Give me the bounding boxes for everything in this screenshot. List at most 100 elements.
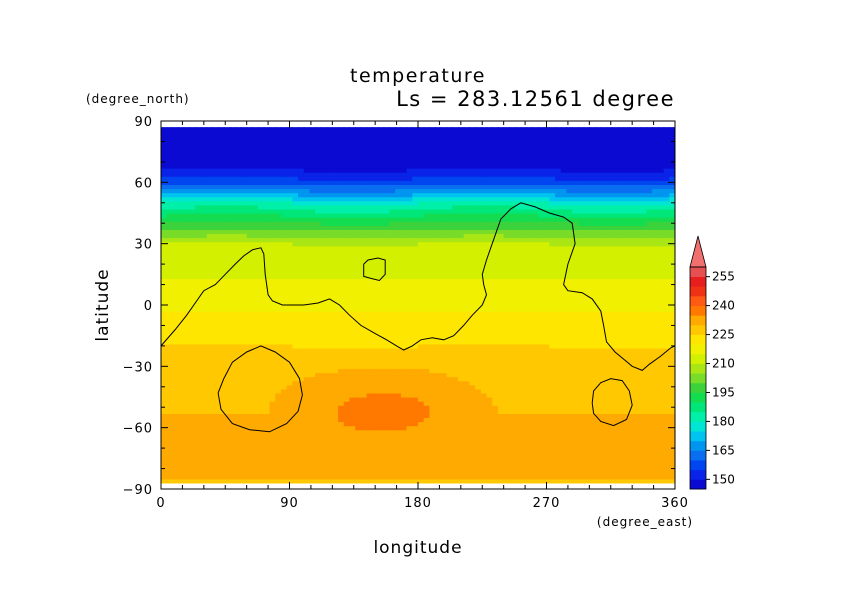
field-cell xyxy=(640,376,648,382)
field-cell xyxy=(349,405,356,410)
field-cell xyxy=(423,282,431,288)
field-cell xyxy=(475,446,482,451)
field-cell xyxy=(566,433,573,439)
field-cell xyxy=(640,282,648,288)
field-cell xyxy=(292,417,299,423)
field-cell xyxy=(275,388,282,394)
field-cell xyxy=(520,433,528,439)
field-cell xyxy=(652,319,659,324)
field-cell xyxy=(275,441,282,447)
field-cell xyxy=(640,388,648,394)
field-cell xyxy=(606,454,613,459)
field-cell xyxy=(389,356,396,361)
field-cell xyxy=(286,433,293,439)
field-cell xyxy=(583,347,590,353)
field-cell xyxy=(303,307,311,312)
field-cell xyxy=(669,470,675,476)
field-cell xyxy=(229,433,236,439)
field-cell xyxy=(646,474,653,480)
field-cell xyxy=(332,478,339,484)
field-cell xyxy=(338,347,345,353)
field-cell xyxy=(360,356,368,361)
field-cell xyxy=(275,282,282,288)
field-cell xyxy=(515,339,522,345)
field-cell xyxy=(595,339,602,345)
field-cell xyxy=(292,388,299,394)
field-cell xyxy=(183,401,191,406)
field-cell xyxy=(486,315,493,320)
field-cell xyxy=(338,270,345,275)
field-cell xyxy=(452,360,459,365)
field-cell xyxy=(269,311,276,316)
field-cell xyxy=(469,466,476,472)
field-cell xyxy=(332,339,339,345)
field-cell xyxy=(589,315,596,320)
field-cell xyxy=(406,454,413,459)
field-cell xyxy=(275,343,282,349)
field-cell xyxy=(366,307,373,312)
field-cell xyxy=(657,307,665,312)
field-cell xyxy=(195,315,202,320)
field-cell xyxy=(503,286,510,292)
field-cell xyxy=(577,270,585,275)
field-cell xyxy=(600,441,608,447)
field-cell xyxy=(400,290,408,296)
field-cell xyxy=(646,282,653,288)
field-cell xyxy=(406,429,413,435)
field-cell xyxy=(595,417,602,423)
field-cell xyxy=(320,319,328,324)
field-cell xyxy=(657,298,665,304)
field-cell xyxy=(395,270,402,275)
field-cell xyxy=(326,298,333,304)
field-cell xyxy=(480,356,488,361)
field-cell xyxy=(315,478,322,484)
field-cell xyxy=(315,376,322,382)
field-cell xyxy=(440,262,448,267)
field-cell xyxy=(246,397,253,402)
field-cell xyxy=(532,323,539,329)
field-cell xyxy=(292,347,299,353)
field-cell xyxy=(378,397,385,402)
field-cell xyxy=(178,302,185,308)
field-cell xyxy=(218,384,225,390)
field-cell xyxy=(503,458,510,464)
field-cell xyxy=(309,323,316,329)
field-cell xyxy=(617,262,625,267)
field-cell xyxy=(623,360,630,365)
field-cell xyxy=(320,474,328,480)
field-cell xyxy=(332,266,339,271)
field-cell xyxy=(212,311,219,316)
field-cell xyxy=(663,437,670,443)
field-cell xyxy=(532,335,539,341)
field-cell xyxy=(543,388,550,394)
field-cell xyxy=(218,270,225,275)
field-cell xyxy=(446,343,453,349)
field-cell xyxy=(652,286,659,292)
field-cell xyxy=(269,417,276,423)
field-cell xyxy=(435,364,442,369)
field-cell xyxy=(172,253,179,259)
field-cell xyxy=(657,388,665,394)
field-cell xyxy=(200,462,208,468)
field-cell xyxy=(292,437,299,443)
field-cell xyxy=(560,270,568,275)
field-cell xyxy=(223,413,231,419)
field-cell xyxy=(383,290,391,296)
field-cell xyxy=(503,257,510,263)
field-cell xyxy=(475,262,482,267)
field-cell xyxy=(520,311,528,316)
field-cell xyxy=(195,274,202,280)
field-cell xyxy=(589,421,596,427)
field-cell xyxy=(617,437,625,443)
field-cell xyxy=(338,388,345,394)
field-cell xyxy=(663,323,670,329)
field-cell xyxy=(366,319,373,324)
field-cell xyxy=(389,397,396,402)
field-cell xyxy=(577,413,585,419)
field-cell xyxy=(577,437,585,443)
field-cell xyxy=(515,327,522,333)
field-cell xyxy=(663,282,670,288)
field-cell xyxy=(372,294,379,300)
field-cell xyxy=(349,392,356,398)
field-cell xyxy=(389,319,396,324)
